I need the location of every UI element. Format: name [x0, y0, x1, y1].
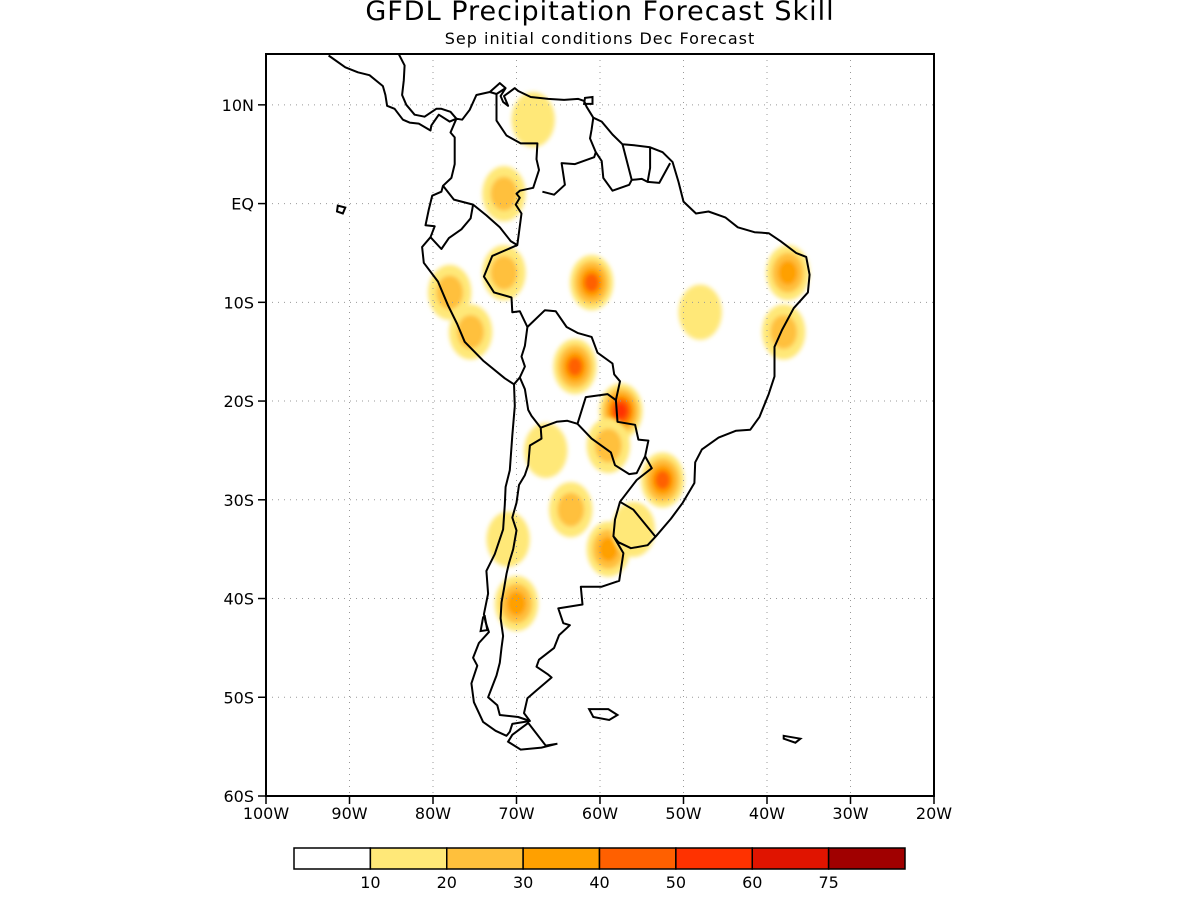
skill-blob [586, 417, 631, 474]
skill-blob [428, 264, 472, 321]
skill-blob [486, 511, 530, 567]
skill-blob [482, 166, 526, 222]
skill-blob [448, 304, 493, 360]
country-border [429, 204, 475, 250]
skill-blob [678, 284, 722, 340]
country-border [526, 309, 621, 429]
colorbar: 10 20 30 40 50 60 75 [293, 847, 906, 892]
skill-contour [490, 255, 518, 290]
lon-tick-label: 40W [749, 804, 785, 823]
skill-blob [553, 338, 597, 395]
island-outline [782, 734, 803, 744]
skill-blob [482, 245, 526, 301]
lat-tick-label: 10N [222, 96, 254, 115]
colorbar-swatch [598, 847, 677, 870]
skill-blob [569, 254, 614, 311]
lon-tick-label: 70W [498, 804, 534, 823]
colorbar-label: 40 [589, 873, 609, 892]
chart-title: GFDL Precipitation Forecast Skill [365, 0, 835, 27]
skill-contour [490, 176, 518, 211]
skill-contours [428, 92, 810, 632]
colorbar-swatch [827, 847, 906, 870]
colorbar-swatch [369, 847, 448, 870]
island-outline [582, 95, 594, 105]
skill-contour [584, 272, 600, 293]
skill-contour [524, 422, 568, 479]
lat-tick-label: 40S [223, 590, 254, 609]
lon-tick-label: 80W [415, 804, 451, 823]
lat-tick-label: 50S [223, 688, 254, 707]
country-border [442, 91, 540, 247]
country-border [495, 87, 507, 95]
coastlines [328, 54, 811, 751]
lon-tick-label: 20W [916, 804, 952, 823]
skill-blob [549, 482, 593, 538]
lat-lon-grid [266, 54, 934, 796]
country-border [594, 144, 633, 192]
lat-tick-label: 20S [223, 392, 254, 411]
skill-contour [567, 356, 583, 377]
skill-contour [486, 511, 530, 567]
island-outline [335, 204, 347, 215]
skill-blob [524, 422, 568, 479]
lon-tick-label: 60W [582, 804, 618, 823]
lat-tick-label: 60S [223, 787, 254, 806]
lat-tick-label: 30S [223, 491, 254, 510]
skill-blob [762, 304, 806, 360]
skill-blob [511, 92, 555, 148]
colorbar-swatch [675, 847, 753, 870]
skill-contour [436, 275, 464, 310]
country-border [576, 400, 650, 476]
colorbar-swatch [751, 847, 830, 870]
colorbar-label: 10 [360, 873, 380, 892]
colorbar-label: 30 [513, 873, 533, 892]
skill-contour [678, 284, 722, 340]
country-border [482, 244, 529, 385]
lon-tick-label: 90W [331, 804, 367, 823]
skill-contour [511, 92, 555, 148]
skill-contour [506, 591, 527, 616]
country-border [612, 501, 621, 537]
island-outline [587, 708, 620, 722]
colorbar-swatch [293, 847, 372, 870]
south-america-coastline [421, 82, 811, 737]
colorbar-swatch [522, 847, 601, 870]
lon-tick-label: 50W [665, 804, 701, 823]
lon-tick-label: 100W [243, 804, 290, 823]
country-border [542, 117, 597, 196]
skill-contour [655, 470, 671, 490]
skill-blob [494, 575, 539, 632]
colorbar-swatch [446, 847, 524, 870]
lat-tick-label: 10S [223, 293, 254, 312]
island-outline [506, 721, 558, 751]
skill-contour [598, 536, 618, 562]
skill-blob [766, 245, 810, 301]
colorbar-label: 20 [437, 873, 457, 892]
country-border [647, 162, 671, 184]
skill-contour [770, 314, 798, 349]
colorbar-label: 75 [818, 873, 838, 892]
lat-tick-label: EQ [231, 195, 254, 214]
lon-tick-label: 30W [832, 804, 868, 823]
country-border [619, 455, 656, 537]
chart-subtitle: Sep initial conditions Dec Forecast [444, 29, 756, 48]
colorbar-label: 50 [666, 873, 686, 892]
skill-contour [557, 492, 585, 527]
country-border [487, 377, 543, 722]
colorbar-label: 60 [742, 873, 762, 892]
island-outline [479, 614, 489, 633]
central-america-coastline [328, 54, 458, 132]
skill-contour [778, 260, 798, 285]
skill-contour [594, 428, 622, 463]
country-border [631, 147, 652, 183]
